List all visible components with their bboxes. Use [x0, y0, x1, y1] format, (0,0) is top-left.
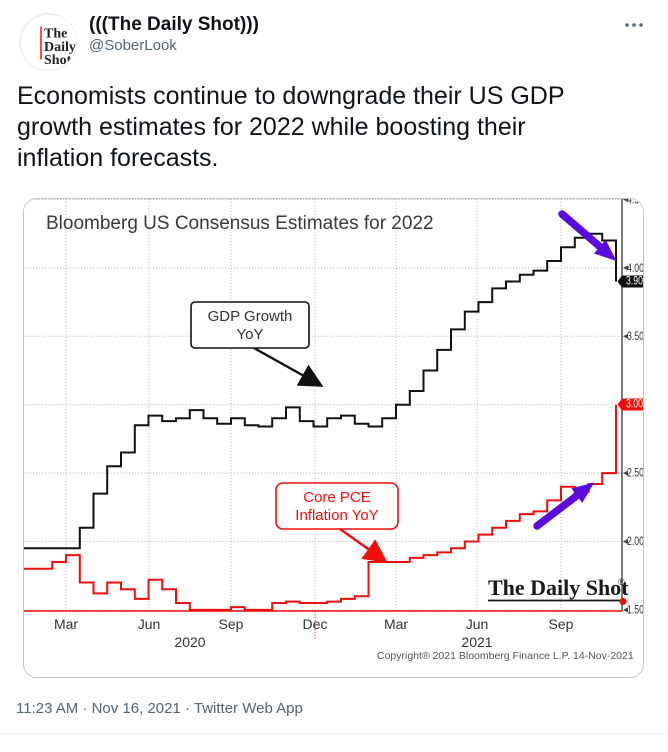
svg-text:4.00: 4.00 — [627, 263, 644, 275]
svg-text:YoY: YoY — [237, 326, 264, 343]
svg-text:Jun: Jun — [466, 616, 489, 632]
svg-text:2020: 2020 — [174, 634, 205, 650]
svg-text:Shot: Shot — [44, 53, 72, 68]
svg-text:2.50: 2.50 — [627, 468, 644, 480]
svg-text:The Daily Shot: The Daily Shot — [488, 575, 629, 600]
svg-text:Bloomberg US Consensus Estimat: Bloomberg US Consensus Estimates for 202… — [46, 213, 434, 234]
svg-text:4.50: 4.50 — [627, 199, 644, 206]
svg-text:2021: 2021 — [461, 634, 492, 650]
svg-text:3.50: 3.50 — [627, 331, 644, 343]
svg-text:Mar: Mar — [54, 616, 78, 632]
svg-text:Jun: Jun — [138, 616, 161, 632]
svg-text:Mar: Mar — [384, 616, 408, 632]
svg-text:2.00: 2.00 — [627, 536, 644, 548]
svg-text:Sep: Sep — [219, 616, 244, 632]
svg-text:®: ® — [618, 577, 625, 587]
svg-text:14-Nov-2021: 14-Nov-2021 — [573, 650, 634, 662]
svg-text:Copyright® 2021 Bloomberg Fina: Copyright® 2021 Bloomberg Finance L.P. — [377, 650, 570, 662]
svg-text:1.50: 1.50 — [627, 605, 644, 617]
svg-text:3.00: 3.00 — [626, 399, 643, 411]
svg-text:Sep: Sep — [549, 616, 574, 632]
svg-text:Core PCE: Core PCE — [303, 489, 371, 506]
svg-text:GDP Growth: GDP Growth — [208, 308, 293, 325]
svg-text:3.90: 3.90 — [626, 276, 643, 288]
svg-text:Inflation YoY: Inflation YoY — [295, 507, 378, 524]
